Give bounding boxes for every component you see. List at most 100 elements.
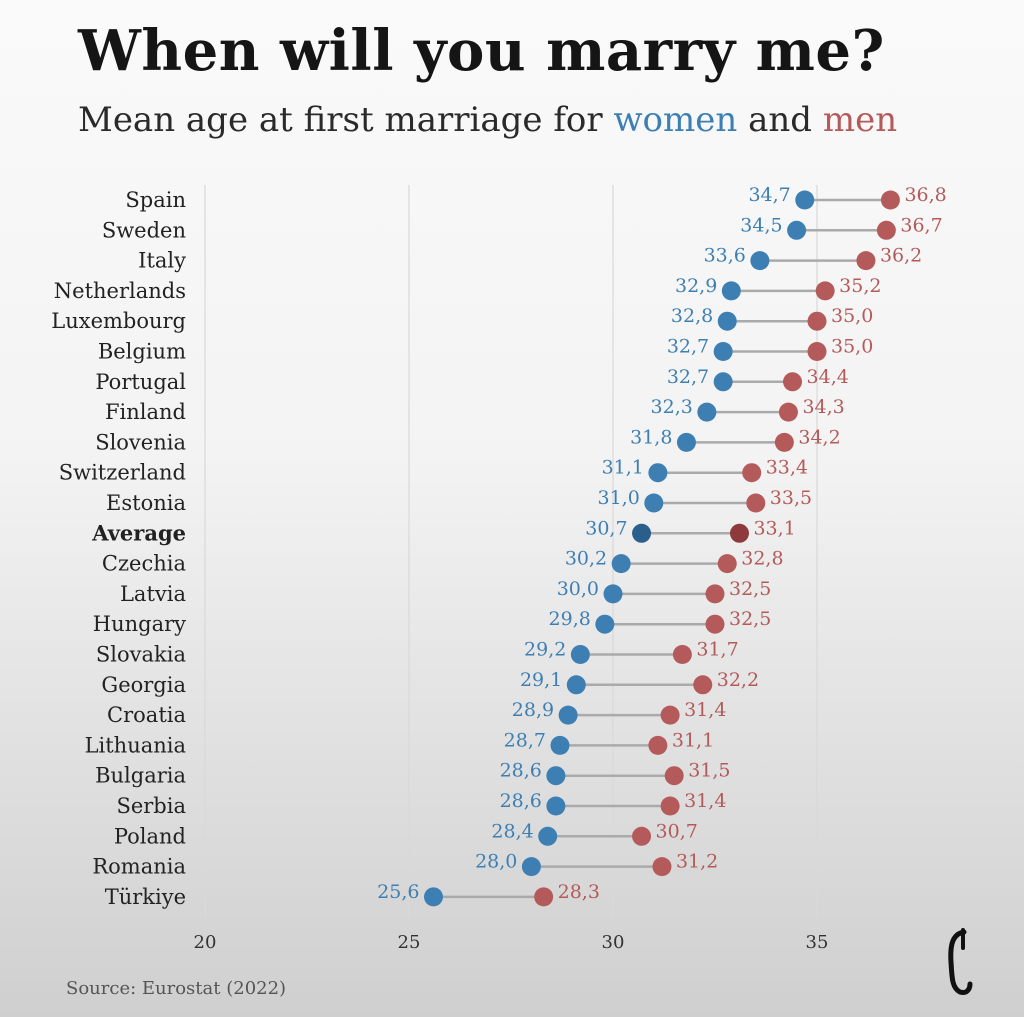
- category-label: Portugal: [95, 370, 186, 394]
- men-value-label: 31,4: [684, 790, 726, 812]
- women-value-label: 28,6: [500, 760, 542, 782]
- women-value-label: 31,8: [630, 426, 672, 448]
- men-point: [664, 766, 684, 786]
- category-label: Türkiye: [105, 885, 186, 909]
- women-point: [713, 372, 733, 392]
- row-georgia: Georgia 29,1 32,2: [101, 669, 759, 697]
- women-value-label: 28,9: [512, 699, 554, 721]
- chart-rows: Spain 34,7 36,8 Sweden 34,5 36,7 Italy 33,6 36,2…: [51, 184, 947, 909]
- women-value-label: 30,0: [557, 578, 599, 600]
- chart-title: When will you marry me?: [78, 18, 885, 84]
- category-label: Average: [91, 520, 186, 545]
- category-label: Czechia: [102, 552, 186, 576]
- row-poland: Poland 28,4 30,7: [114, 820, 698, 848]
- women-point: [558, 705, 578, 725]
- men-point: [660, 796, 680, 816]
- women-point: [697, 402, 717, 422]
- women-value-label: 32,9: [675, 275, 717, 297]
- men-value-label: 31,5: [688, 760, 730, 782]
- gridlines: [204, 185, 818, 918]
- row-latvia: Latvia 30,0 32,5: [120, 578, 771, 606]
- men-point: [778, 402, 798, 422]
- women-value-label: 30,7: [585, 517, 627, 539]
- men-value-label: 33,4: [766, 457, 808, 479]
- row-spain: Spain 34,7 36,8: [125, 184, 946, 212]
- women-value-label: 31,0: [597, 487, 639, 509]
- row-belgium: Belgium 32,7 35,0: [98, 336, 874, 364]
- men-value-label: 28,3: [558, 881, 600, 903]
- men-value-label: 34,2: [798, 426, 840, 448]
- women-value-label: 29,1: [520, 669, 562, 691]
- women-point: [632, 523, 652, 543]
- row-netherlands: Netherlands 32,9 35,2: [54, 275, 882, 303]
- category-label: Estonia: [106, 491, 186, 515]
- men-point: [660, 705, 680, 725]
- chart-subtitle: Mean age at first marriage for women and…: [78, 100, 897, 140]
- men-value-label: 35,0: [831, 305, 873, 327]
- men-point: [807, 342, 827, 361]
- women-point: [648, 463, 668, 483]
- men-value-label: 31,4: [684, 699, 726, 721]
- men-value-label: 34,3: [802, 396, 844, 418]
- men-point: [876, 220, 896, 240]
- women-point: [795, 190, 815, 210]
- x-tick-label: 20: [194, 932, 217, 953]
- women-value-label: 32,8: [671, 305, 713, 327]
- men-value-label: 32,8: [741, 548, 783, 570]
- x-axis-ticks: 20 25 30 35: [194, 932, 829, 953]
- women-value-label: 31,1: [602, 457, 644, 479]
- category-label: Luxembourg: [51, 309, 186, 333]
- women-point: [566, 675, 586, 695]
- women-value-label: 29,2: [524, 639, 566, 661]
- row-hungary: Hungary 29,8 32,5: [93, 608, 772, 636]
- row-serbia: Serbia 28,6 31,4: [116, 790, 726, 818]
- men-point: [648, 735, 668, 755]
- row-türkiye: Türkiye 25,6 28,3: [105, 881, 600, 909]
- row-bulgaria: Bulgaria 28,6 31,5: [95, 760, 730, 788]
- row-croatia: Croatia 28,9 31,4: [107, 699, 726, 727]
- row-italy: Italy 33,6 36,2: [138, 245, 922, 273]
- women-point: [611, 554, 631, 574]
- women-point: [423, 887, 443, 907]
- men-value-label: 35,0: [831, 336, 873, 358]
- women-value-label: 32,7: [667, 336, 709, 358]
- category-label: Finland: [105, 400, 186, 424]
- men-point: [856, 251, 876, 271]
- men-point: [774, 432, 794, 452]
- category-label: Spain: [125, 188, 186, 212]
- women-point: [787, 220, 807, 240]
- men-point: [693, 675, 713, 695]
- source-note: Source: Eurostat (2022): [66, 978, 287, 999]
- men-value-label: 32,5: [729, 608, 771, 630]
- category-label: Latvia: [120, 582, 186, 606]
- men-point: [783, 372, 803, 392]
- men-point: [807, 311, 827, 331]
- women-value-label: 28,0: [475, 851, 517, 873]
- subtitle-men: men: [822, 100, 898, 140]
- category-label: Belgium: [98, 340, 186, 364]
- women-point: [750, 251, 770, 271]
- x-tick-label: 25: [398, 932, 421, 953]
- men-point: [632, 826, 652, 846]
- men-point: [534, 887, 554, 907]
- men-point: [815, 281, 835, 301]
- women-point: [717, 311, 737, 331]
- row-switzerland: Switzerland 31,1 33,4: [59, 457, 808, 485]
- subtitle-women: women: [613, 100, 738, 140]
- women-value-label: 34,5: [740, 214, 782, 236]
- category-label: Lithuania: [85, 733, 186, 757]
- men-value-label: 31,1: [672, 729, 714, 751]
- category-label: Switzerland: [59, 461, 186, 485]
- category-label: Slovakia: [96, 643, 186, 667]
- row-finland: Finland 32,3 34,3: [105, 396, 845, 424]
- men-point: [729, 523, 749, 543]
- category-label: Romania: [92, 855, 186, 879]
- row-average: Average 30,7 33,1: [91, 517, 796, 545]
- category-label: Hungary: [93, 612, 186, 636]
- men-point: [652, 857, 672, 877]
- category-label: Poland: [114, 824, 186, 848]
- women-value-label: 32,3: [651, 396, 693, 418]
- men-point: [717, 554, 737, 574]
- category-label: Netherlands: [54, 279, 186, 303]
- women-point: [538, 826, 558, 846]
